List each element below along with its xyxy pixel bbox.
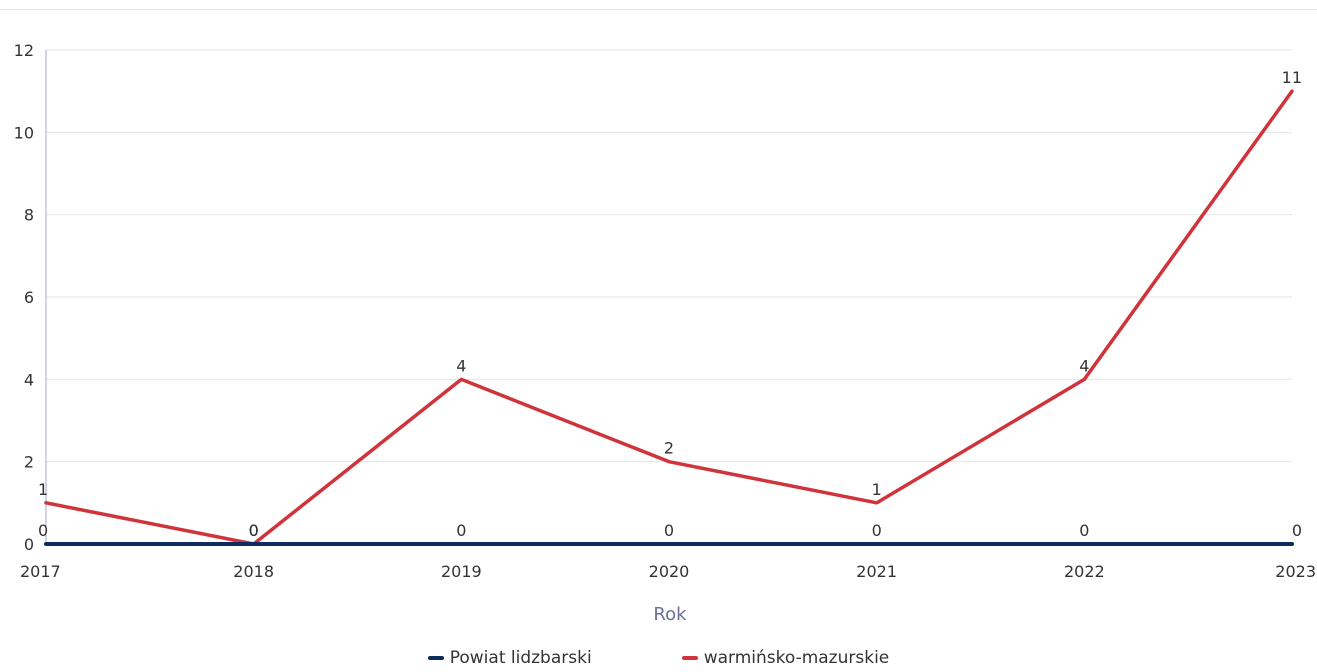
x-axis-title: Rok: [653, 604, 687, 625]
data-label-warminsko-mazurskie: 1: [38, 480, 48, 499]
legend: Powiat lidzbarski warmińsko-mazurskie: [0, 646, 1317, 670]
legend-swatch-powiat-lidzbarski: [427, 656, 444, 660]
data-label-powiat-lidzbarski: 0: [1079, 521, 1089, 540]
data-label-powiat-lidzbarski: 0: [38, 521, 48, 540]
data-label-powiat-lidzbarski: 0: [1292, 521, 1302, 540]
data-label-warminsko-mazurskie: 4: [1079, 356, 1089, 375]
x-tick-label: 2022: [1064, 562, 1105, 581]
y-tick-label: 4: [24, 370, 34, 389]
data-label-warminsko-mazurskie: 11: [1282, 68, 1302, 87]
y-tick-label: 0: [24, 535, 34, 554]
legend-swatch-warminsko-mazurskie: [681, 656, 698, 660]
data-label-powiat-lidzbarski: 0: [872, 521, 882, 540]
data-label-warminsko-mazurskie: 0: [249, 521, 259, 540]
y-tick-label: 6: [24, 288, 34, 307]
data-label-warminsko-mazurskie: 4: [456, 356, 466, 375]
legend-label-warminsko-mazurskie: warmińsko-mazurskie: [703, 648, 890, 668]
data-label-powiat-lidzbarski: 0: [249, 521, 259, 540]
data-label-powiat-lidzbarski: 0: [664, 521, 674, 540]
data-label-powiat-lidzbarski: 0: [456, 521, 466, 540]
y-tick-label: 12: [14, 41, 34, 60]
x-tick-label: 2023: [1275, 562, 1316, 581]
legend-item-warminsko-mazurskie[interactable]: warmińsko-mazurskie: [681, 646, 890, 670]
gridlines: [46, 49, 1292, 463]
legend-label-powiat-lidzbarski: Powiat lidzbarski: [449, 648, 592, 668]
top-divider: [0, 9, 1317, 10]
data-label-warminsko-mazurskie: 2: [664, 439, 674, 458]
x-tick-label: 2018: [233, 562, 274, 581]
legend-item-powiat-lidzbarski[interactable]: Powiat lidzbarski: [427, 646, 592, 670]
y-tick-label: 10: [14, 123, 34, 142]
series-line-warminsko-mazurskie[interactable]: [44, 89, 1294, 546]
data-label-warminsko-mazurskie: 1: [872, 480, 882, 499]
series-lines: [44, 89, 1294, 546]
x-tick-label: 2019: [441, 562, 482, 581]
y-tick-label: 8: [24, 206, 34, 225]
y-tick-label: 2: [24, 453, 34, 472]
x-tick-label: 2017: [20, 562, 61, 581]
x-tick-label: 2020: [649, 562, 690, 581]
x-tick-label: 2021: [856, 562, 897, 581]
